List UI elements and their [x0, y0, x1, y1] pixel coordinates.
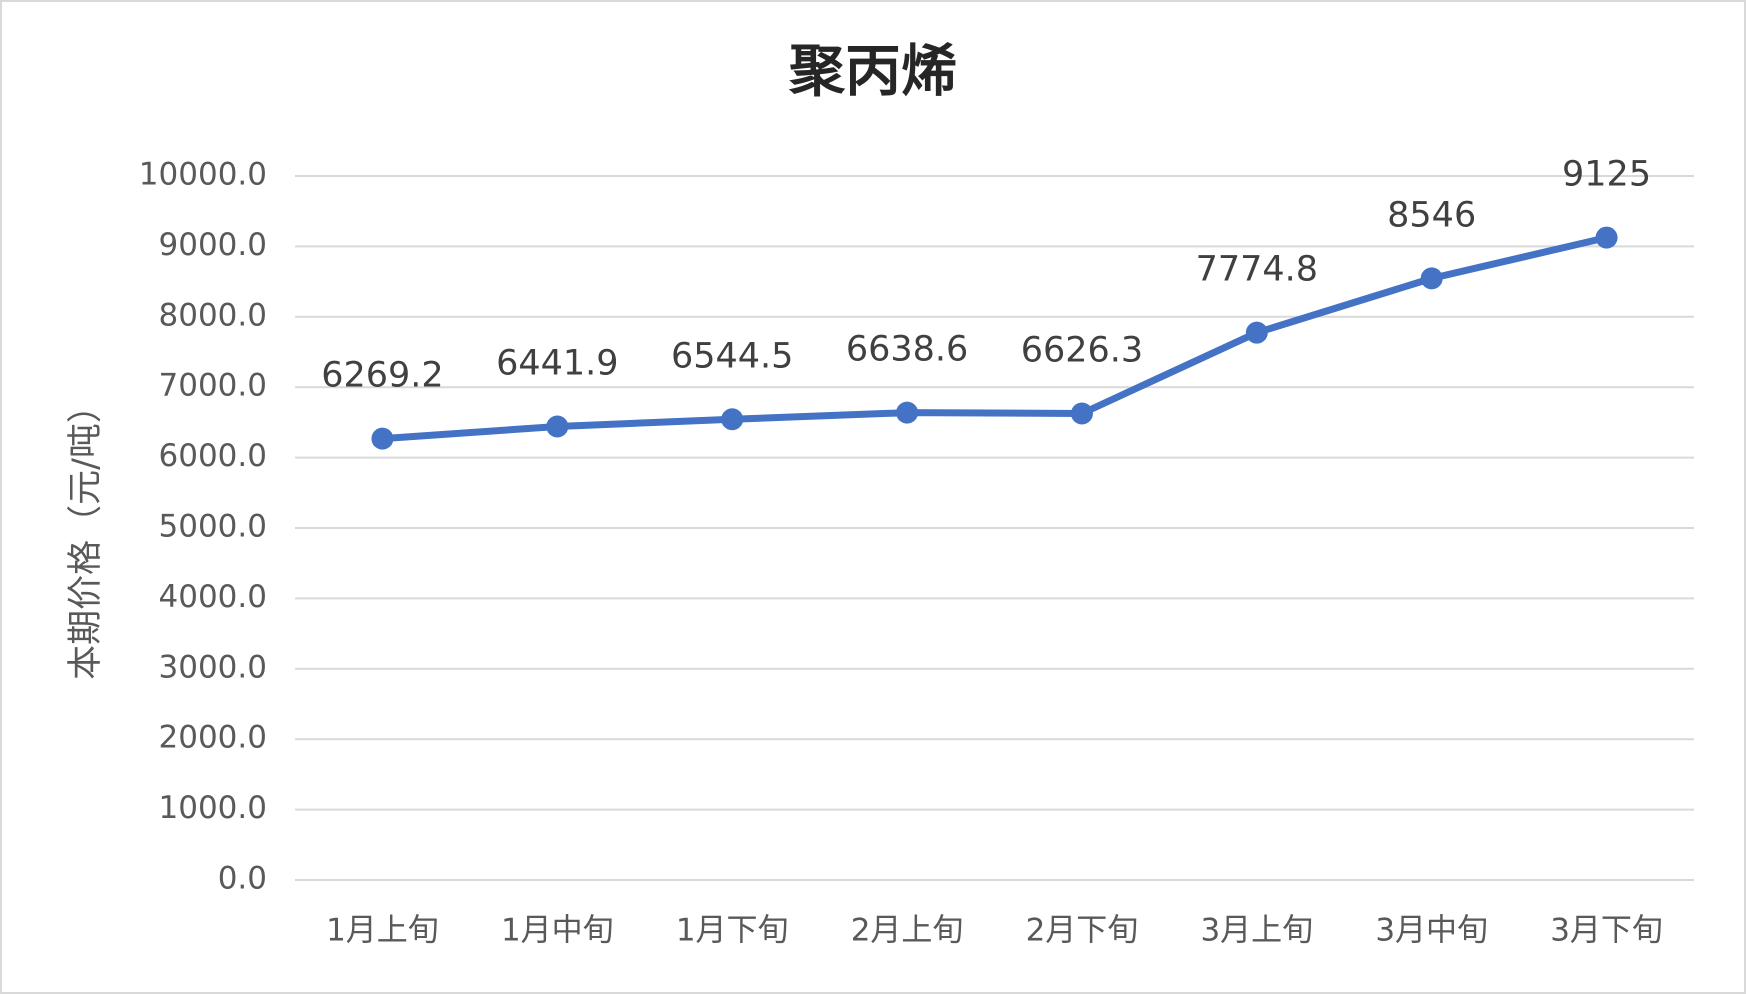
data-label: 7774.8 — [1196, 250, 1318, 290]
chart-title: 聚丙烯 — [788, 39, 957, 105]
data-label: 6544.5 — [671, 336, 793, 376]
y-axis-title: 本期价格（元/吨） — [66, 388, 106, 680]
y-tick-label: 2000.0 — [159, 720, 267, 756]
marker — [1245, 321, 1268, 344]
x-tick-label: 1月下旬 — [676, 913, 789, 949]
marker — [546, 415, 569, 438]
x-tick-label: 1月中旬 — [501, 913, 614, 949]
marker — [371, 427, 394, 450]
x-tick-label: 3月下旬 — [1550, 913, 1663, 949]
data-label: 9125 — [1562, 155, 1651, 195]
x-tick-label: 3月中旬 — [1375, 913, 1488, 949]
y-tick-label: 10000.0 — [139, 157, 267, 193]
y-tick-label: 3000.0 — [159, 649, 267, 685]
data-label: 6269.2 — [321, 356, 443, 396]
y-tick-label: 7000.0 — [159, 368, 267, 404]
y-tick-label: 8000.0 — [159, 297, 267, 333]
y-tick-label: 4000.0 — [159, 579, 267, 615]
y-tick-label: 6000.0 — [159, 438, 267, 474]
x-tick-label: 2月上旬 — [851, 913, 964, 949]
y-tick-label: 9000.0 — [159, 227, 267, 263]
marker — [1070, 402, 1093, 425]
marker — [721, 408, 744, 431]
data-label: 8546 — [1387, 195, 1476, 235]
y-tick-label: 5000.0 — [159, 509, 267, 545]
data-label: 6626.3 — [1021, 331, 1143, 371]
data-label: 6441.9 — [496, 343, 618, 383]
data-label: 6638.6 — [846, 330, 968, 370]
line — [382, 234, 1608, 443]
x-tick-label: 3月上旬 — [1200, 913, 1313, 949]
y-tick-label: 0.0 — [218, 861, 267, 897]
y-tick-label: 1000.0 — [159, 790, 267, 826]
marker — [896, 401, 919, 424]
x-tick-label: 2月下旬 — [1026, 913, 1139, 949]
x-tick-label: 1月上旬 — [326, 913, 439, 949]
marker — [1420, 267, 1443, 290]
marker — [1595, 226, 1618, 249]
